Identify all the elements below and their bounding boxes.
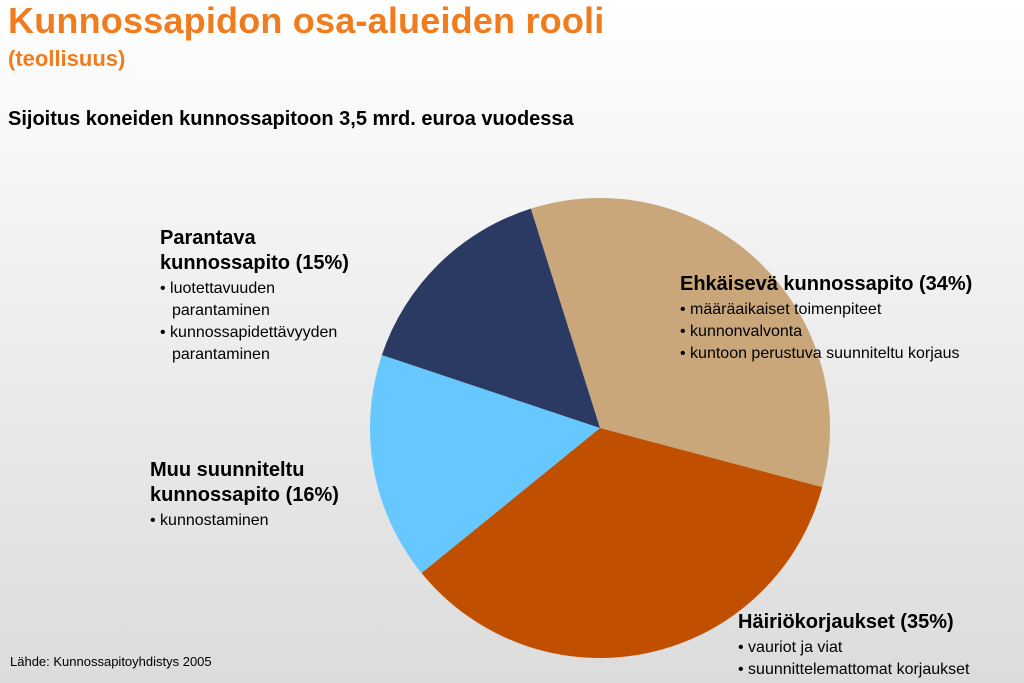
page-title: Kunnossapidon osa-alueiden rooli [8, 0, 605, 41]
label-other-planned: Muu suunniteltu kunnossapito (16%) kunno… [150, 458, 370, 532]
label-improving: Parantava kunnossapito (15%) luotettavuu… [160, 226, 375, 366]
bullet: kunnostaminen [150, 510, 370, 532]
page-subtitle: (teollisuus) [8, 46, 126, 71]
source-note: Lähde: Kunnossapitoyhdistys 2005 [10, 654, 212, 669]
label-improving-title: Parantava kunnossapito (15%) [160, 227, 349, 274]
label-preventive-title: Ehkäisevä kunnossapito (34%) [680, 273, 973, 295]
bullet: kunnossapidettävyyden parantaminen [160, 322, 375, 366]
slice-improving [381, 208, 600, 428]
label-breakdown: Häiriökorjaukset (35%) vauriot ja viat s… [738, 610, 1023, 681]
bullet: luotettavuuden parantaminen [160, 278, 375, 322]
bullet: suunnittelemattomat korjaukset [738, 659, 1023, 681]
headline: Sijoitus koneiden kunnossapitoon 3,5 mrd… [8, 108, 574, 130]
bullet: määräaikaiset toimenpiteet [680, 299, 1020, 321]
bullet: vauriot ja viat [738, 637, 1023, 659]
bullet: kunnonvalvonta [680, 321, 1020, 343]
label-preventive: Ehkäisevä kunnossapito (34%) määräaikais… [680, 272, 1020, 365]
slice-breakdown [421, 428, 823, 658]
slice-other-planned [370, 355, 600, 574]
label-other-planned-title: Muu suunniteltu kunnossapito (16%) [150, 459, 339, 506]
bullet: kuntoon perustuva suunniteltu korjaus [680, 343, 1020, 365]
label-breakdown-title: Häiriökorjaukset (35%) [738, 611, 954, 633]
